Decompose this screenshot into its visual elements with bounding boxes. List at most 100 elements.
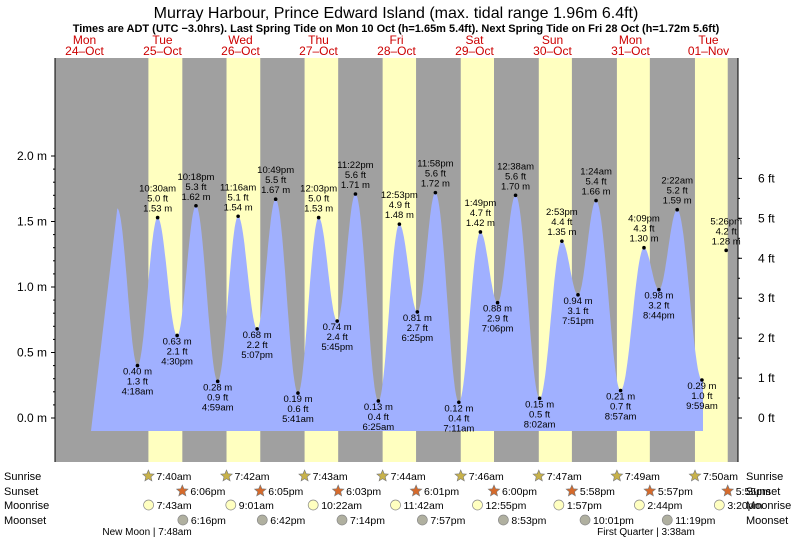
- moonrise-icon: [553, 499, 565, 511]
- tide-extreme-label: 0.21 m: [606, 391, 635, 402]
- y-tick-label-ft: 6 ft: [758, 171, 775, 185]
- tide-extreme-label: 1.30 m: [629, 234, 658, 245]
- day-date-label: 30–Oct: [533, 44, 572, 58]
- moonset-time: 6:16pm: [191, 515, 226, 527]
- tide-extreme-label: 12:03pm: [300, 184, 337, 195]
- tide-extreme-marker: [513, 193, 518, 198]
- tide-extreme-label: 1.53 m: [143, 204, 172, 215]
- sunset-icon: [643, 484, 657, 497]
- tide-extreme-label: 1.35 m: [547, 227, 576, 238]
- tide-extreme-marker: [155, 215, 160, 220]
- tide-extreme-label: 5.0 ft: [308, 194, 329, 205]
- tide-extreme-label: 6:25am: [363, 422, 395, 433]
- tide-extreme-marker: [642, 245, 646, 250]
- moonrise-time: 9:01am: [239, 500, 274, 512]
- sunrise-time: 7:40am: [156, 471, 191, 483]
- sunrise-icon: [688, 469, 702, 482]
- y-tick-label-ft: 3 ft: [758, 291, 775, 305]
- moonset-icon: [416, 514, 428, 526]
- sunrise-label-left: Sunrise: [4, 471, 41, 483]
- moonrise-label-right: Moonrise: [746, 500, 791, 512]
- moonset-time: 7:57pm: [430, 515, 465, 527]
- moonrise-time: 7:43am: [157, 500, 192, 512]
- y-tick-label-m: 0.0 m: [17, 411, 47, 425]
- tide-extreme-label: 4:09pm: [628, 214, 660, 225]
- tide-extreme-label: 4:18am: [122, 387, 154, 398]
- tide-extreme-marker: [255, 327, 259, 331]
- sunset-time: 5:57pm: [658, 486, 693, 498]
- tide-extreme-label: 0.7 ft: [610, 401, 631, 412]
- tide-extreme-label: 2:22am: [661, 176, 693, 187]
- moonset-time: 10:01pm: [593, 515, 634, 527]
- tide-area: [91, 192, 703, 431]
- tide-extreme-label: 5.5 ft: [265, 175, 286, 186]
- tide-extreme-label: 5:41am: [282, 414, 314, 425]
- tide-extreme-marker: [478, 230, 483, 234]
- day-labels: Mon24–OctTue25–OctWed26–OctThu27–OctFri2…: [65, 33, 729, 58]
- tide-extreme-label: 0.5 ft: [529, 409, 550, 420]
- tide-extreme-label: 10:49pm: [257, 165, 294, 176]
- tide-extreme-marker: [175, 333, 179, 338]
- y-tick-label-m: 1.5 m: [17, 215, 47, 229]
- chart-title: Murray Harbour, Prince Edward Island (ma…: [154, 5, 639, 22]
- tide-extreme-marker: [495, 300, 500, 305]
- tide-extreme-label: 4:59am: [202, 402, 234, 413]
- tide-extreme-label: 4.3 ft: [633, 224, 654, 235]
- tide-extreme-label: 10:18pm: [177, 172, 214, 183]
- tide-extreme-label: 1.62 m: [181, 192, 210, 203]
- moonrise-icon: [634, 499, 645, 511]
- tide-extreme-label: 1.59 m: [663, 196, 692, 207]
- day-date-label: 25–Oct: [143, 44, 182, 58]
- sunset-time: 6:03pm: [346, 486, 381, 498]
- tide-extreme-label: 5.6 ft: [505, 171, 526, 182]
- sunset-icon: [721, 484, 735, 497]
- moonrise-icon: [390, 499, 401, 511]
- moonrise-time: 12:55pm: [485, 500, 526, 512]
- moonset-icon: [177, 514, 189, 526]
- tide-extreme-label: 0.9 ft: [207, 392, 228, 403]
- astro-row-labels: Sunrise Sunset Moonrise Moonset Sunrise …: [4, 471, 791, 527]
- sunset-time: 5:58pm: [580, 486, 615, 498]
- day-name-label: Mon: [73, 33, 96, 47]
- tide-extreme-label: 1.42 m: [466, 218, 495, 229]
- moonset-time: 11:19pm: [675, 515, 715, 527]
- tide-extreme-label: 8:44pm: [643, 311, 675, 322]
- sunrise-label-right: Sunrise: [746, 471, 783, 483]
- tide-extreme-label: 5:07pm: [241, 350, 273, 361]
- y-tick-label-ft: 4 ft: [758, 251, 775, 265]
- tide-extreme-marker: [537, 396, 542, 401]
- tide-extreme-label: 12:53pm: [381, 190, 418, 201]
- moonrise-time: 3:20pm: [727, 500, 762, 512]
- tide-extreme-label: 7:11am: [443, 423, 474, 434]
- tide-extreme-label: 0.13 m: [364, 402, 393, 413]
- moonrise-time: 2:44pm: [647, 500, 682, 512]
- tide-extreme-label: 5:26pm: [710, 216, 742, 227]
- sunrise-time: 7:47am: [547, 471, 582, 483]
- tide-extreme-label: 1.48 m: [385, 210, 414, 221]
- moonset-time: 6:42pm: [270, 515, 305, 527]
- y-tick-label-ft: 2 ft: [758, 331, 775, 345]
- tide-extreme-label: 0.28 m: [203, 382, 232, 393]
- tide-extreme-label: 7:06pm: [482, 324, 514, 335]
- tide-extreme-label: 1.28 m: [712, 236, 741, 247]
- y-tick-label-ft: 0 ft: [758, 411, 775, 425]
- tide-extreme-label: 1.67 m: [261, 185, 290, 196]
- tide-extreme-label: 10:30am: [139, 184, 176, 195]
- tide-extreme-marker: [433, 190, 438, 195]
- day-name-label: Tue: [698, 33, 719, 47]
- tide-extreme-label: 1.71 m: [341, 180, 370, 191]
- y-tick-label-ft: 5 ft: [758, 211, 775, 225]
- tide-extreme-marker: [675, 207, 679, 212]
- moonrise-time: 1:57pm: [567, 500, 602, 512]
- tide-extreme-label: 0.19 m: [283, 394, 312, 405]
- tide-extreme-label: 11:16am: [220, 182, 256, 193]
- tide-extreme-label: 0.15 m: [525, 399, 554, 410]
- tide-extreme-label: 1.3 ft: [127, 377, 148, 388]
- tide-extreme-label: 1.53 m: [304, 204, 333, 215]
- tide-extreme-marker: [724, 248, 728, 253]
- sunset-time: 6:00pm: [502, 486, 537, 498]
- day-name-label: Sun: [542, 33, 563, 47]
- tide-extreme-label: 8:57am: [605, 411, 637, 422]
- moonset-icon: [579, 514, 591, 526]
